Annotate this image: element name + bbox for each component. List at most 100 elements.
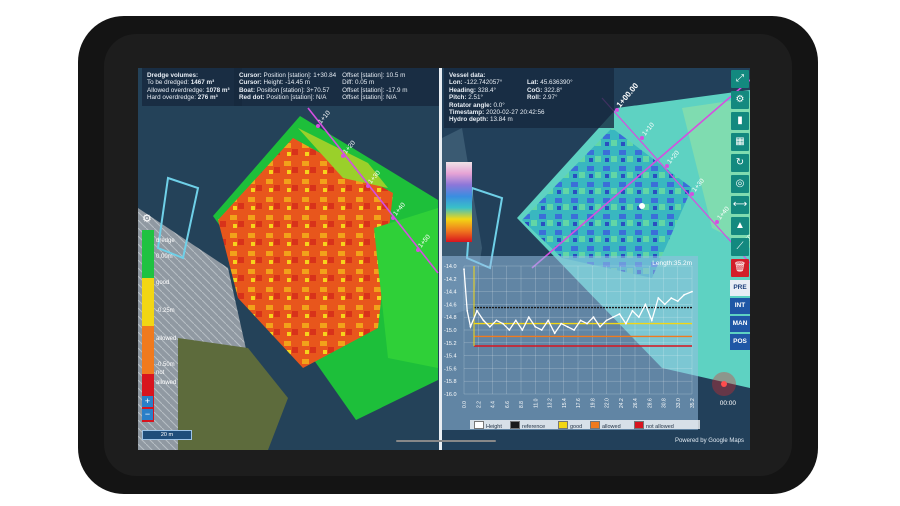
red-dot-label: Red dot:: [239, 94, 265, 102]
mode-button-pos[interactable]: POS: [730, 334, 750, 350]
legend-swatch: [510, 421, 520, 429]
height-point: [482, 319, 485, 322]
y-tick-label: -16.0: [444, 392, 457, 398]
x-tick-label: 19.8: [590, 398, 596, 408]
depth-legend: [142, 230, 154, 422]
cursor-info-panel: Cursor: Position [station]: 1+30.84 Curs…: [234, 68, 440, 106]
station-line-left: [307, 107, 439, 274]
mode-button-int[interactable]: INT: [730, 298, 750, 314]
legend-height: Height: [474, 421, 502, 430]
station-marker: [316, 124, 320, 128]
cross-section-profile[interactable]: Length:35.2m -14.0 -14.2 -14.4 -14.6 -14.8 -1…: [442, 256, 700, 430]
cursor-value: Height: -14.45 m: [263, 79, 311, 87]
cursor-label: Cursor:: [239, 79, 262, 87]
profile-legend: Height reference good allowed not allowe…: [470, 420, 700, 430]
height-point: [501, 322, 504, 325]
boat-value: Position [station]: 3+70.57: [256, 86, 330, 94]
height-point: [691, 290, 693, 293]
cursor-label: Cursor:: [239, 72, 262, 79]
y-tick-label: -14.2: [444, 277, 457, 283]
x-tick-label: 22.0: [605, 398, 611, 408]
height-point: [599, 325, 601, 328]
hydro-label: Hydro depth:: [449, 116, 489, 124]
height-point: [469, 325, 472, 328]
shore-vegetation: [178, 338, 288, 450]
legend-label: -0.50m: [156, 362, 175, 368]
mode-button-pre[interactable]: PRE: [730, 280, 750, 296]
cog-label: CoG:: [527, 86, 543, 94]
mode-button-man[interactable]: MAN: [730, 316, 750, 332]
legend-label: 0.00m: [156, 254, 173, 260]
height-point: [663, 303, 666, 306]
station-marker: [341, 154, 345, 158]
timestamp-label: Timestamp:: [449, 109, 485, 117]
crane-structure: [156, 176, 200, 260]
offset-value: N/A: [386, 94, 397, 102]
target-icon[interactable]: ◎: [731, 175, 749, 193]
x-tick-label: 26.4: [633, 398, 639, 408]
zoom-in-button[interactable]: +: [142, 396, 153, 407]
red-dot-value: Position [station]: N/A: [266, 94, 327, 102]
google-attribution[interactable]: Powered by Google Maps: [674, 438, 744, 444]
height-point: [566, 325, 569, 328]
record-icon[interactable]: [712, 372, 736, 396]
height-point: [586, 322, 588, 325]
expand-icon[interactable]: ⤢: [731, 70, 749, 88]
height-point: [592, 316, 595, 319]
y-tick-label: -14.4: [444, 290, 457, 296]
chart-icon[interactable]: ▲: [731, 217, 749, 235]
profile-chart: -14.0 -14.2 -14.4 -14.6 -14.8 -15.0 -15.2 -15.4…: [444, 264, 696, 408]
timestamp-value: 2020-02-27 20:42:56: [485, 109, 545, 117]
refresh-icon[interactable]: ↻: [731, 154, 749, 172]
x-tick-label: 11.0: [533, 398, 539, 408]
y-tick-label: -15.2: [444, 341, 457, 347]
height-point: [637, 316, 640, 319]
height-point: [573, 329, 576, 331]
height-point: [618, 313, 621, 315]
offset-label: Offset [station]:: [342, 86, 385, 94]
legend-swatch: [558, 421, 568, 429]
legend-swatch: [474, 421, 484, 429]
offset-label: Offset [station]:: [342, 72, 385, 79]
split-divider[interactable]: [439, 68, 442, 450]
map-pane-right[interactable]: 1+00.001+101+201+301+401+50 Vessel data:…: [442, 68, 750, 450]
gear-icon[interactable]: ⚙: [731, 91, 749, 109]
app-screen: 1+10 1+20 1+30 1+40 1+50 Dredge volumes: To …: [138, 68, 750, 450]
diff-value: 0.05 m: [354, 79, 375, 87]
map-pane-left[interactable]: 1+10 1+20 1+30 1+40 1+50 Dredge volumes: To …: [138, 68, 440, 450]
height-point: [560, 322, 563, 325]
station-marker: [640, 136, 644, 140]
trash-icon[interactable]: 🗑: [731, 259, 749, 277]
ruler-icon[interactable]: ⟷: [731, 196, 749, 214]
legend-label: allowed: [156, 336, 177, 342]
vessel-data-panel: Vessel data: Lon: -122.742057° Lat: 45.63…: [444, 68, 614, 128]
book-icon[interactable]: ▮: [731, 112, 749, 130]
x-tick-label: 33.0: [676, 398, 682, 408]
profile-length: Length:35.2m: [652, 260, 692, 267]
grid-icon[interactable]: ▦: [731, 133, 749, 151]
legend-text: allowed: [602, 424, 621, 430]
rotator-value: 0.0°: [493, 101, 505, 109]
x-tick-label: 28.6: [647, 398, 653, 408]
route-icon[interactable]: ⟋: [731, 238, 749, 256]
legend-text: Height: [486, 424, 502, 430]
height-point: [495, 319, 498, 322]
x-tick-label: 0.0: [462, 401, 468, 408]
x-tick-label: 4.4: [491, 401, 497, 408]
height-point: [605, 319, 608, 322]
zoom-out-button[interactable]: −: [142, 409, 153, 420]
height-point: [527, 316, 530, 319]
scale-bar: 20 m: [142, 430, 192, 440]
boat-marker[interactable]: [639, 203, 645, 209]
x-tick-label: 24.2: [619, 398, 625, 408]
heatmap-left: [218, 138, 393, 368]
legend-text: good: [570, 424, 583, 430]
pitch-value: 2.51°: [468, 94, 484, 102]
gear-icon[interactable]: ⚙: [142, 213, 152, 225]
x-tick-label: 15.4: [562, 398, 568, 408]
legend-label: good: [156, 280, 170, 286]
height-point: [683, 293, 686, 296]
legend-allowed: allowed: [590, 421, 621, 430]
y-tick-label: -14.8: [444, 315, 457, 321]
boat-label: Boat:: [239, 86, 256, 94]
